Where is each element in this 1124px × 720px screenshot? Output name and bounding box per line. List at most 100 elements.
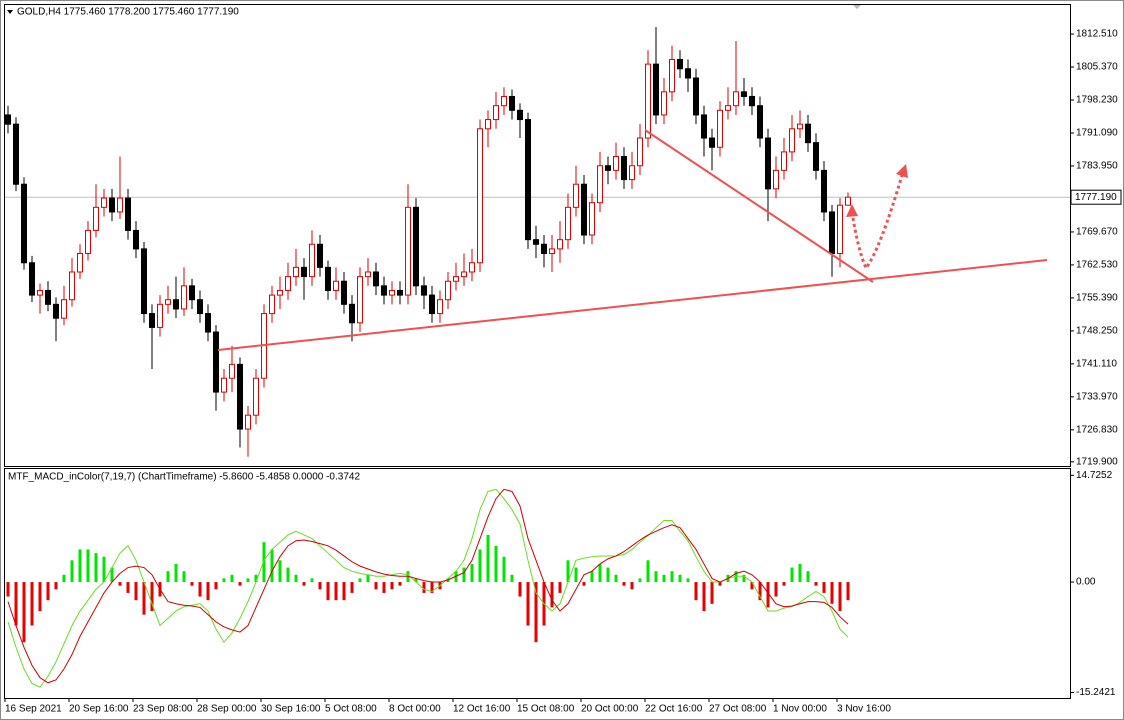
histogram-bar (566, 560, 570, 583)
histogram-bar (182, 571, 186, 583)
histogram-bar (246, 578, 250, 583)
histogram-bar (806, 571, 810, 583)
histogram-bar (742, 574, 746, 583)
candle-body (429, 294, 435, 315)
histogram-bar (270, 549, 274, 583)
candle-body (813, 142, 819, 171)
candle-body (85, 229, 91, 255)
candle-body (797, 123, 803, 130)
candle-body (165, 299, 171, 305)
histogram-bar (462, 567, 466, 583)
histogram-bar (606, 567, 610, 583)
candle-body (477, 128, 483, 264)
candle-body (709, 137, 715, 148)
candle-body (77, 253, 83, 273)
x-tick-label: 12 Oct 16:00 (453, 704, 511, 715)
candle-body (45, 289, 51, 305)
price-panel (4, 4, 1071, 467)
histogram-bar (230, 574, 234, 583)
histogram-bar (366, 574, 370, 583)
histogram-bar (598, 563, 602, 583)
candle-body (541, 243, 547, 255)
candle-body (461, 271, 467, 278)
histogram-bar (190, 582, 194, 586)
menu-arrow[interactable] (7, 10, 13, 14)
y-tick-label: 1783.950 (1076, 161, 1118, 172)
candle-body (253, 377, 259, 416)
histogram-bar (822, 582, 826, 593)
histogram-bar (750, 582, 754, 590)
candle-body (613, 156, 619, 171)
candle-body (749, 95, 755, 107)
histogram-bar (198, 582, 202, 597)
histogram-bar (350, 582, 354, 593)
histogram-bar (262, 542, 266, 583)
candle-body (317, 243, 323, 268)
candle-body (13, 123, 19, 185)
candle-body (549, 248, 555, 255)
y-tick-label: 1719.900 (1076, 456, 1118, 467)
histogram-bar (174, 563, 178, 583)
histogram-bar (118, 582, 122, 586)
histogram-bar (678, 574, 682, 583)
histogram-bar (646, 560, 650, 583)
y-tick-label: 1741.110 (1076, 359, 1117, 370)
candle-body (365, 271, 371, 278)
candle-body (61, 299, 67, 319)
candle-body (469, 262, 475, 273)
histogram-bar (14, 582, 18, 626)
histogram-bar (318, 582, 322, 590)
candle-body (197, 299, 203, 315)
y-tick-label: 1755.390 (1076, 293, 1118, 304)
histogram-bar (142, 582, 146, 615)
candle-body (325, 266, 331, 291)
candle-body (445, 280, 451, 301)
histogram-bar (86, 549, 90, 583)
histogram-bar (718, 582, 722, 586)
candle-body (421, 285, 427, 296)
candle-body (205, 313, 211, 333)
candle-body (837, 204, 843, 255)
histogram-bar (302, 582, 306, 586)
x-tick-label: 27 Oct 08:00 (709, 704, 767, 715)
histogram-bar (590, 571, 594, 583)
histogram-bar (398, 582, 402, 586)
histogram-bar (6, 582, 10, 597)
histogram-bar (790, 567, 794, 583)
candle-body (189, 285, 195, 301)
candle-body (805, 123, 811, 144)
histogram-bar (102, 556, 106, 583)
x-tick-label: 16 Sep 2021 (5, 704, 62, 715)
price-header: GOLD,H4 1775.460 1778.200 1775.460 1777.… (17, 7, 239, 18)
histogram-bar (830, 582, 834, 604)
histogram-bar (390, 582, 394, 590)
histogram-bar (630, 582, 634, 590)
histogram-bar (838, 582, 842, 612)
macd-line (7, 488, 849, 688)
y-tick-label: 1733.970 (1076, 391, 1118, 402)
candle-body (141, 248, 147, 315)
candle-body (173, 299, 179, 310)
candle-body (69, 271, 75, 301)
candle-body (437, 299, 443, 315)
histogram-bar (774, 582, 778, 597)
histogram-bar (222, 578, 226, 583)
candle-body (109, 197, 115, 213)
y-tick-label: 1805.370 (1076, 62, 1118, 73)
histogram-bar (30, 582, 34, 626)
candle-body (501, 95, 507, 107)
histogram-bar (526, 582, 530, 626)
candle-body (29, 262, 35, 296)
candle-body (341, 280, 347, 305)
histogram-bar (798, 563, 802, 583)
candle-body (333, 280, 339, 291)
candle-body (725, 105, 731, 111)
histogram-bar (766, 582, 770, 608)
histogram-bar (654, 571, 658, 583)
macd-line (7, 488, 849, 684)
x-tick-label: 1 Nov 00:00 (773, 704, 827, 715)
x-tick-label: 28 Sep 00:00 (197, 704, 257, 715)
candle-body (509, 95, 515, 111)
histogram-bar (478, 549, 482, 583)
candle-body (269, 294, 275, 315)
